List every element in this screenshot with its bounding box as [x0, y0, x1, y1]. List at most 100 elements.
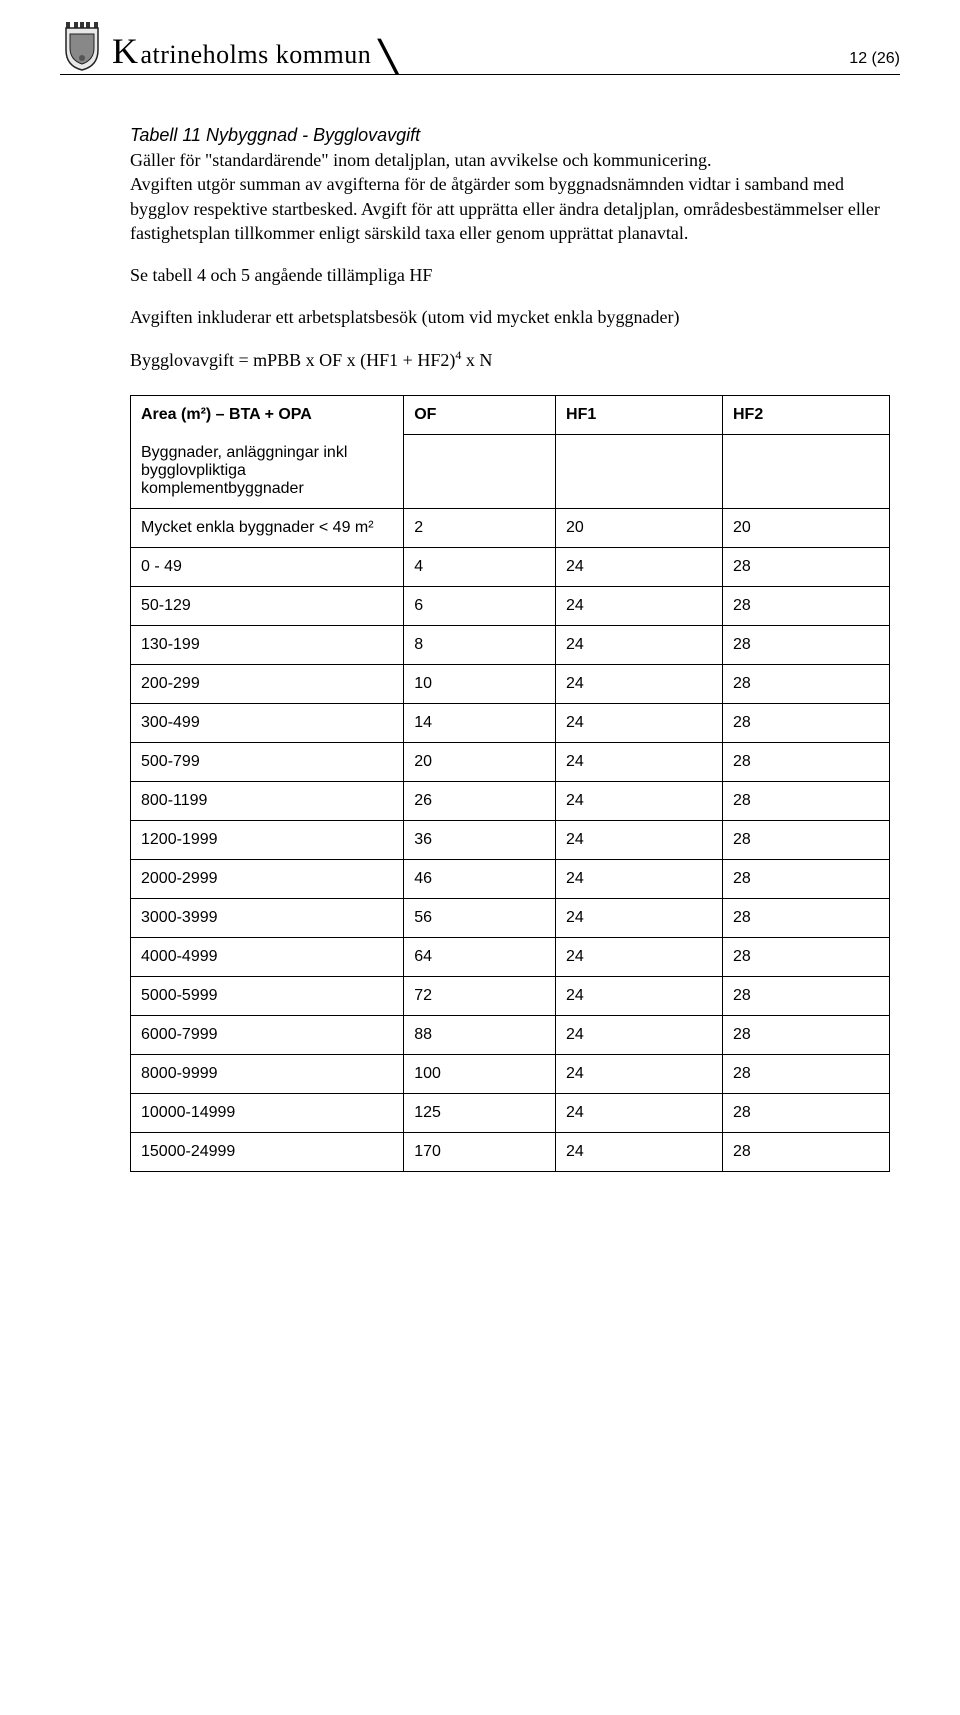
paragraph-3: Avgiften inkluderar ett arbetsplatsbesök… — [130, 305, 890, 329]
cell-hf1: 24 — [556, 743, 723, 782]
cell-hf2: 28 — [723, 938, 890, 977]
th-of: OF — [404, 395, 556, 434]
formula-suffix: x N — [461, 350, 492, 370]
table-row: 200-299102428 — [131, 665, 890, 704]
th-hf2: HF2 — [723, 395, 890, 434]
municipality-rest: atrineholms kommun — [141, 40, 372, 70]
fee-table: Area (m²) – BTA + OPA OF HF1 HF2 Byggnad… — [130, 395, 890, 1173]
formula: Bygglovavgift = mPBB x OF x (HF1 + HF2)4… — [130, 348, 890, 371]
intro-line: Gäller för "standardärende" inom detaljp… — [130, 148, 890, 172]
table-subheader-row: Byggnader, anläggningar inkl bygglovplik… — [131, 434, 890, 509]
cell-of: 36 — [404, 821, 556, 860]
cell-hf1: 24 — [556, 548, 723, 587]
cell-hf1: 24 — [556, 626, 723, 665]
table-row: 3000-3999562428 — [131, 899, 890, 938]
cell-of: 14 — [404, 704, 556, 743]
cell-of: 72 — [404, 977, 556, 1016]
cell-area: 200-299 — [131, 665, 404, 704]
cell-hf2: 28 — [723, 821, 890, 860]
cell-area: 5000-5999 — [131, 977, 404, 1016]
table-title: Tabell 11 Nybyggnad - Bygglovavgift — [130, 125, 890, 146]
page-number: 12 (26) — [849, 50, 900, 72]
cell-area: 50-129 — [131, 587, 404, 626]
cell-hf1: 24 — [556, 860, 723, 899]
cell-hf1: 24 — [556, 899, 723, 938]
cell-area: 500-799 — [131, 743, 404, 782]
cell-hf2: 28 — [723, 665, 890, 704]
table-row: 15000-249991702428 — [131, 1133, 890, 1172]
cell-hf2: 28 — [723, 1094, 890, 1133]
municipal-crest-icon — [60, 20, 104, 72]
table-header-row: Area (m²) – BTA + OPA OF HF1 HF2 — [131, 395, 890, 434]
formula-prefix: Bygglovavgift = mPBB x OF x (HF1 + HF2) — [130, 350, 455, 370]
table-row: 4000-4999642428 — [131, 938, 890, 977]
cell-hf2: 28 — [723, 548, 890, 587]
cell-of: 88 — [404, 1016, 556, 1055]
table-row: 10000-149991252428 — [131, 1094, 890, 1133]
cell-of: 6 — [404, 587, 556, 626]
cell-hf2: 28 — [723, 1055, 890, 1094]
table-row: 300-499142428 — [131, 704, 890, 743]
cell-area: 3000-3999 — [131, 899, 404, 938]
cell-hf1: 24 — [556, 1094, 723, 1133]
municipality-name: Katrineholms kommun ╲ — [112, 30, 398, 72]
cell-hf2: 28 — [723, 899, 890, 938]
cell-area: 15000-24999 — [131, 1133, 404, 1172]
cell-hf2: 28 — [723, 1016, 890, 1055]
cell-hf2: 28 — [723, 626, 890, 665]
table-row: 50-12962428 — [131, 587, 890, 626]
empty-cell — [404, 434, 556, 509]
cell-hf2: 20 — [723, 509, 890, 548]
table-row: 0 - 4942428 — [131, 548, 890, 587]
th-area: Area (m²) – BTA + OPA — [131, 395, 404, 434]
cell-hf1: 24 — [556, 782, 723, 821]
cell-of: 26 — [404, 782, 556, 821]
cell-area: 800-1199 — [131, 782, 404, 821]
table-row: 6000-7999882428 — [131, 1016, 890, 1055]
cell-area: Mycket enkla byggnader < 49 m² — [131, 509, 404, 548]
cell-hf1: 24 — [556, 665, 723, 704]
cell-area: 130-199 — [131, 626, 404, 665]
cell-of: 56 — [404, 899, 556, 938]
cell-hf1: 24 — [556, 821, 723, 860]
cell-of: 8 — [404, 626, 556, 665]
cell-hf1: 24 — [556, 1055, 723, 1094]
cell-area: 10000-14999 — [131, 1094, 404, 1133]
municipality-initial: K — [112, 30, 139, 72]
cell-hf2: 28 — [723, 977, 890, 1016]
cell-hf2: 28 — [723, 782, 890, 821]
table-row: 5000-5999722428 — [131, 977, 890, 1016]
table-row: 130-19982428 — [131, 626, 890, 665]
cell-hf1: 24 — [556, 1133, 723, 1172]
cell-of: 46 — [404, 860, 556, 899]
table-row: 8000-99991002428 — [131, 1055, 890, 1094]
empty-cell — [723, 434, 890, 509]
cell-hf2: 28 — [723, 587, 890, 626]
cell-hf2: 28 — [723, 860, 890, 899]
cell-hf1: 24 — [556, 977, 723, 1016]
cell-hf2: 28 — [723, 1133, 890, 1172]
table-row: 800-1199262428 — [131, 782, 890, 821]
cell-of: 10 — [404, 665, 556, 704]
cell-of: 20 — [404, 743, 556, 782]
cell-area: 4000-4999 — [131, 938, 404, 977]
empty-cell — [556, 434, 723, 509]
cell-hf2: 28 — [723, 743, 890, 782]
cell-hf2: 28 — [723, 704, 890, 743]
cell-of: 64 — [404, 938, 556, 977]
main-content: Tabell 11 Nybyggnad - Bygglovavgift Gäll… — [60, 125, 900, 1172]
cell-area: 0 - 49 — [131, 548, 404, 587]
table-row: 1200-1999362428 — [131, 821, 890, 860]
page-header: Katrineholms kommun ╲ 12 (26) — [60, 20, 900, 75]
cell-of: 2 — [404, 509, 556, 548]
cell-area: 8000-9999 — [131, 1055, 404, 1094]
subheader-cell: Byggnader, anläggningar inkl bygglovplik… — [131, 434, 404, 509]
cell-area: 300-499 — [131, 704, 404, 743]
cell-hf1: 24 — [556, 587, 723, 626]
cell-hf1: 20 — [556, 509, 723, 548]
table-row: 500-799202428 — [131, 743, 890, 782]
cell-hf1: 24 — [556, 1016, 723, 1055]
cell-of: 4 — [404, 548, 556, 587]
cell-hf1: 24 — [556, 938, 723, 977]
paragraph-2: Se tabell 4 och 5 angående tillämpliga H… — [130, 263, 890, 287]
